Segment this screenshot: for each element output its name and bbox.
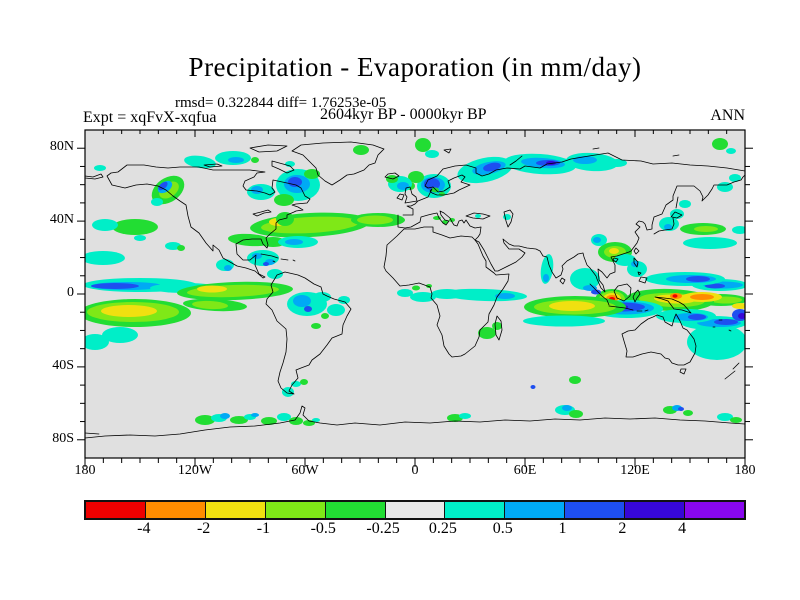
colorbar-segment bbox=[444, 502, 505, 518]
colorbar-level-label: -1 bbox=[256, 520, 271, 537]
colorbar-segment bbox=[624, 502, 685, 518]
coast-svalbard-nz bbox=[443, 147, 680, 166]
colorbar-level-label: 1 bbox=[558, 520, 567, 537]
world-map-plot bbox=[77, 129, 753, 467]
colorbar-segment bbox=[86, 502, 145, 518]
coast-africa bbox=[383, 226, 510, 358]
period-line: 2604kyr BP - 0000kyr BP bbox=[320, 106, 487, 123]
colorbar-level-label: 0.5 bbox=[492, 520, 513, 537]
colorbar-segment bbox=[564, 502, 625, 518]
axis-ticks bbox=[77, 130, 753, 467]
map-svg bbox=[77, 129, 753, 467]
coast-iceland bbox=[384, 172, 400, 180]
colorbar bbox=[84, 500, 746, 520]
lon-tick-label: 180 bbox=[734, 463, 756, 478]
coast-antarctica bbox=[85, 405, 745, 439]
lon-tick-label: 60E bbox=[513, 463, 537, 478]
colorbar-labels: -4 -2 -1 -0.5 -0.25 0.25 0.5 1 2 4 bbox=[84, 520, 742, 540]
coast-greenland bbox=[291, 141, 385, 186]
coast-taiwan-hainan bbox=[559, 247, 640, 285]
lon-tick-label: 120E bbox=[620, 463, 650, 478]
colorbar-segment bbox=[204, 502, 265, 518]
colorbar-segment bbox=[324, 502, 385, 518]
coast-caspian-sea bbox=[503, 209, 514, 228]
lat-tick-label: 40N bbox=[49, 212, 74, 228]
latitude-axis-labels: 80N 40N 0 40S 80S bbox=[0, 130, 74, 458]
season-label: ANN bbox=[710, 107, 745, 124]
coast-caribbean bbox=[260, 253, 296, 263]
coast-chukotka bbox=[85, 173, 104, 180]
lon-tick-label: 180 bbox=[74, 463, 96, 478]
colorbar-level-label: 0.25 bbox=[428, 520, 457, 537]
coast-south-america bbox=[265, 271, 352, 395]
coast-indonesia bbox=[589, 283, 649, 312]
longitude-axis-labels: 180 120W 60W 0 60E 120E 180 bbox=[75, 463, 756, 483]
stats-line: rmsd= 0.322844 diff= 1.76253e-05 bbox=[175, 95, 387, 111]
coast-pacific-islands bbox=[712, 319, 732, 332]
colorbar-segment bbox=[384, 502, 445, 518]
colorbar-level-label: 2 bbox=[618, 520, 627, 537]
coast-philippines bbox=[633, 257, 648, 284]
map-frame bbox=[84, 129, 746, 459]
experiment-label: Expt = xqFvX-xqfua bbox=[83, 109, 217, 126]
coast-eurasia-south bbox=[397, 174, 745, 293]
coastlines bbox=[85, 141, 745, 439]
coast-british-isles bbox=[396, 186, 418, 204]
coast-japan bbox=[653, 196, 683, 235]
coast-new-zealand bbox=[724, 362, 740, 380]
colorbar-level-label: -0.5 bbox=[310, 520, 336, 537]
coast-eurasia-arctic bbox=[402, 152, 745, 216]
coast-australia bbox=[621, 313, 697, 375]
colorbar-level-label: -2 bbox=[196, 520, 211, 537]
coast-north-america bbox=[106, 164, 311, 279]
colorbar-segment bbox=[264, 502, 325, 518]
plot-title: Precipitation - Evaporation (in mm/day) bbox=[188, 52, 642, 82]
colorbar-level-label: -0.25 bbox=[366, 520, 400, 537]
lon-tick-label: 0 bbox=[411, 463, 419, 478]
lat-tick-label: 80N bbox=[49, 139, 74, 155]
coast-madagascar bbox=[494, 315, 503, 341]
lon-tick-label: 60W bbox=[291, 463, 319, 478]
colorbar-segment bbox=[144, 502, 205, 518]
lat-tick-label: 0 bbox=[67, 285, 74, 300]
coast-arctic-islands bbox=[203, 144, 295, 174]
lon-tick-label: 120W bbox=[177, 463, 213, 478]
coast-great-lakes bbox=[252, 209, 272, 217]
lat-tick-label: 40S bbox=[52, 357, 74, 373]
colorbar-segment bbox=[684, 502, 744, 518]
coast-black-sea bbox=[465, 212, 491, 220]
colorbar-level-label: -4 bbox=[137, 520, 151, 537]
coast-new-guinea bbox=[654, 296, 692, 314]
lat-tick-label: 80S bbox=[52, 430, 74, 446]
colorbar-segment bbox=[504, 502, 565, 518]
colorbar-level-label: 4 bbox=[678, 520, 687, 537]
